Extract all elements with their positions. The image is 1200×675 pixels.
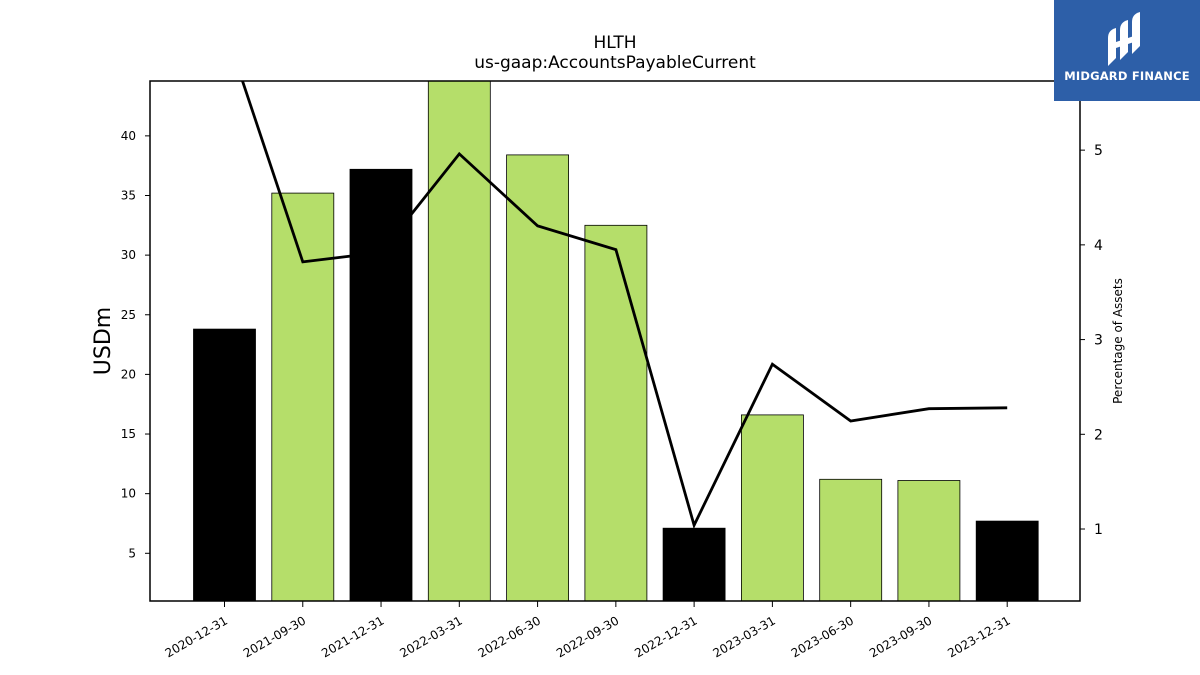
y-tick-label: 40 — [121, 129, 136, 143]
bar-2021-12-31 — [349, 168, 413, 602]
x-tick-label: 2022-09-30 — [554, 613, 621, 660]
plot-frame — [149, 80, 1081, 602]
y-tick-label: 30 — [121, 248, 136, 262]
y-tick-label: 15 — [121, 427, 136, 441]
x-axis: 2020-12-31 2021-09-30 2021-12-31 2022-03-31… — [163, 601, 1013, 660]
brand-name: MIDGARD FINANCE — [1064, 69, 1190, 83]
bar-2023-12-31 — [975, 520, 1039, 602]
y2-axis-label: Percentage of Assets — [1111, 278, 1125, 404]
bar-2023-09-30 — [897, 480, 961, 602]
y-axis-left: 5 10 15 20 25 30 35 40 — [121, 129, 150, 560]
y-tick-label: 35 — [121, 188, 136, 202]
bar-2022-09-30 — [584, 224, 648, 602]
bar-2022-06-30 — [506, 154, 570, 602]
bar-2023-06-30 — [819, 478, 883, 602]
x-tick-label: 2023-06-30 — [789, 613, 856, 660]
x-tick-label: 2020-12-31 — [163, 613, 230, 660]
line-group — [241, 81, 1008, 530]
chart-subtitle: us-gaap:AccountsPayableCurrent — [474, 53, 756, 73]
chart-title: HLTH — [593, 33, 636, 53]
x-tick-label: 2023-12-31 — [945, 613, 1012, 660]
y-tick-label: 10 — [121, 487, 136, 501]
bar-group — [193, 80, 1039, 602]
y2-tick-label: 5 — [1094, 143, 1103, 159]
y2-tick-label: 4 — [1094, 238, 1103, 254]
x-tick-label: 2022-12-31 — [632, 613, 699, 660]
x-tick-label: 2022-06-30 — [476, 613, 543, 660]
x-tick-label: 2023-03-31 — [710, 613, 777, 660]
bar-2022-12-31 — [662, 527, 726, 602]
y-tick-label: 5 — [128, 546, 136, 560]
bar-2022-03-31 — [427, 80, 491, 602]
y2-tick-label: 3 — [1094, 333, 1103, 349]
y2-tick-label: 1 — [1094, 522, 1103, 538]
x-tick-label: 2021-12-31 — [319, 613, 386, 660]
midgard-logo-icon — [1108, 12, 1140, 66]
bar-2020-12-31 — [193, 328, 256, 602]
brand-badge: MIDGARD FINANCE — [1054, 0, 1200, 101]
y-axis-label: USDm — [91, 307, 116, 375]
y-axis-right: 1 2 3 4 5 — [1080, 143, 1103, 538]
line-percentage-of-assets — [241, 81, 1008, 530]
y-tick-label: 20 — [121, 367, 136, 381]
y2-tick-label: 2 — [1094, 427, 1103, 443]
x-tick-label: 2021-09-30 — [241, 613, 308, 660]
x-tick-label: 2023-09-30 — [867, 613, 934, 660]
x-tick-label: 2022-03-31 — [397, 613, 464, 660]
bar-2021-09-30 — [271, 192, 335, 602]
bar-2023-03-31 — [741, 414, 804, 602]
y-tick-label: 25 — [121, 308, 136, 322]
